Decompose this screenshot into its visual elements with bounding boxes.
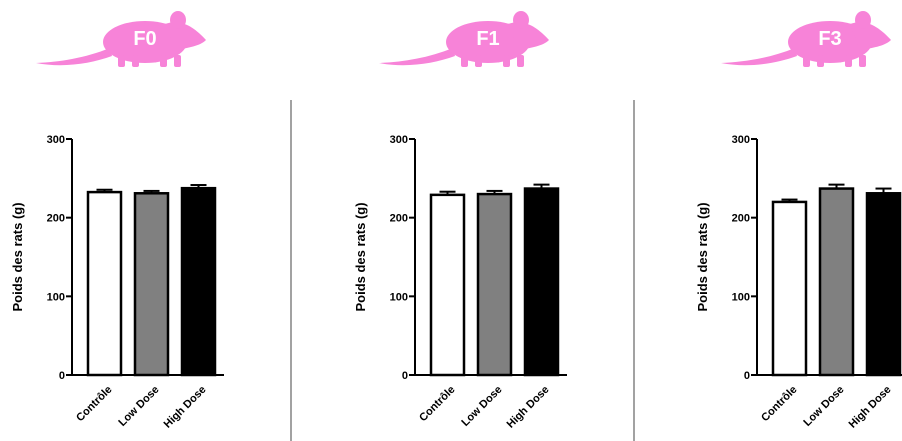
rat-ear [513, 11, 529, 29]
bar [180, 186, 217, 377]
rat-icon [721, 11, 891, 67]
rat-tail [36, 48, 112, 66]
y-tick-label: 100 [47, 291, 65, 303]
panel: F1 0 100 200 300 Poids des rats (g) Contrôle Lo… [353, 11, 567, 431]
x-tick-label: Low Dose [459, 384, 504, 429]
bar [86, 190, 123, 377]
rat-head [508, 22, 549, 50]
x-tick-label: High Dose [505, 384, 552, 431]
x-tick-label: High Dose [847, 384, 894, 431]
chart-title: F1 [476, 28, 499, 50]
chart-title: F3 [818, 28, 841, 50]
rat-leg [118, 55, 125, 67]
bar [476, 192, 513, 377]
rat-leg [845, 55, 852, 67]
y-tick-label: 0 [744, 370, 750, 382]
rat-ear [855, 11, 871, 29]
rat-leg [517, 55, 524, 67]
rat-ear [170, 11, 186, 29]
rat-leg [475, 55, 482, 67]
rat-tail [379, 48, 455, 66]
x-tick-label: Low Dose [801, 384, 846, 429]
rat-icon [36, 11, 206, 67]
rat-leg [817, 55, 824, 67]
bar [865, 192, 902, 377]
y-tick-label: 200 [47, 213, 65, 225]
bar [133, 192, 170, 377]
rat-leg [803, 55, 810, 67]
rat-body [788, 21, 872, 63]
x-tick-label: Contrôle [759, 384, 799, 424]
y-tick-label: 200 [732, 213, 750, 225]
bar [771, 200, 808, 377]
chart-title: F0 [133, 28, 156, 50]
y-tick-label: 100 [390, 291, 408, 303]
rat-leg [503, 55, 510, 67]
rat-leg [461, 55, 468, 67]
rat-leg [132, 55, 139, 67]
y-tick-label: 300 [47, 134, 65, 146]
y-tick-label: 100 [732, 291, 750, 303]
y-tick-label: 0 [402, 370, 408, 382]
y-tick-label: 200 [390, 213, 408, 225]
rat-tail [721, 48, 797, 66]
bar [429, 193, 466, 377]
y-tick-label: 300 [732, 134, 750, 146]
x-tick-label: High Dose [162, 384, 209, 431]
rat-icon [379, 11, 549, 67]
y-axis-label: Poids des rats (g) [10, 202, 25, 311]
panel: F3 0 100 200 300 Poids des rats (g) Contrôle Lo… [695, 11, 902, 431]
x-tick-label: Low Dose [116, 384, 161, 429]
rat-body [446, 21, 530, 63]
bar [523, 187, 560, 377]
y-tick-label: 0 [59, 370, 65, 382]
rat-head [850, 22, 891, 50]
y-axis-label: Poids des rats (g) [695, 202, 710, 311]
rat-leg [859, 55, 866, 67]
y-tick-label: 300 [390, 134, 408, 146]
rat-leg [160, 55, 167, 67]
x-tick-label: Contrôle [74, 384, 114, 424]
panel: F0 0 100 200 300 Poids des rats (g) Contrôle Lo… [10, 11, 224, 431]
bar [818, 187, 855, 377]
rat-leg [174, 55, 181, 67]
rat-head [165, 22, 206, 50]
rat-body [103, 21, 187, 63]
y-axis-label: Poids des rats (g) [353, 202, 368, 311]
x-tick-label: Contrôle [417, 384, 457, 424]
